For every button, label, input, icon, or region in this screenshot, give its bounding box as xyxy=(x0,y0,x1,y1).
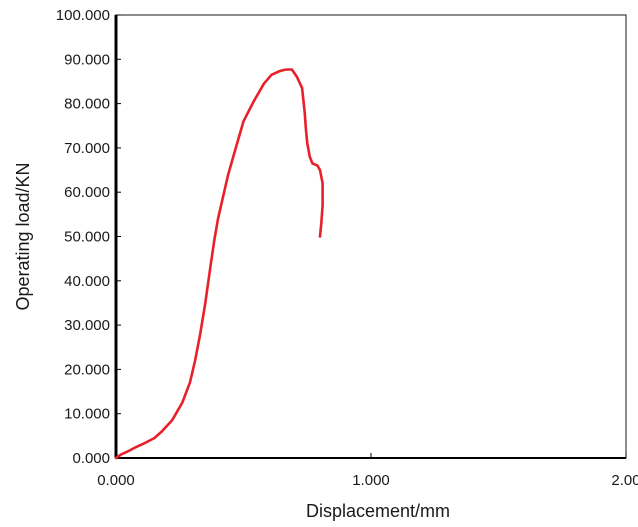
ticks-group: 0.000 10.000 20.000 30.000 40.000 50.000 60.00… xyxy=(56,7,638,489)
x-tick-label: 1.000 xyxy=(352,472,390,489)
y-tick-label: 100.000 xyxy=(56,7,110,24)
y-tick-label: 70.000 xyxy=(64,140,110,157)
y-tick-label: 60.000 xyxy=(64,184,110,201)
series-line xyxy=(114,68,324,460)
y-tick-label: 80.000 xyxy=(64,96,110,113)
y-tick-label: 10.000 xyxy=(64,406,110,423)
y-tick-label: 30.000 xyxy=(64,317,110,334)
y-axis-title: Operating load/KN xyxy=(13,162,33,310)
plot-frame xyxy=(115,14,627,459)
y-tick-label: 50.000 xyxy=(64,229,110,246)
y-tick-label: 0.000 xyxy=(72,450,110,467)
x-tick-label: 0.000 xyxy=(97,472,135,489)
x-tick-label: 2.00 xyxy=(611,472,638,489)
plot-frame-group xyxy=(114,14,627,459)
y-tick-label: 90.000 xyxy=(64,51,110,68)
x-axis-title: Displacement/mm xyxy=(306,501,450,521)
y-tick-label: 20.000 xyxy=(64,361,110,378)
series-group xyxy=(114,68,324,460)
y-tick-label: 40.000 xyxy=(64,273,110,290)
